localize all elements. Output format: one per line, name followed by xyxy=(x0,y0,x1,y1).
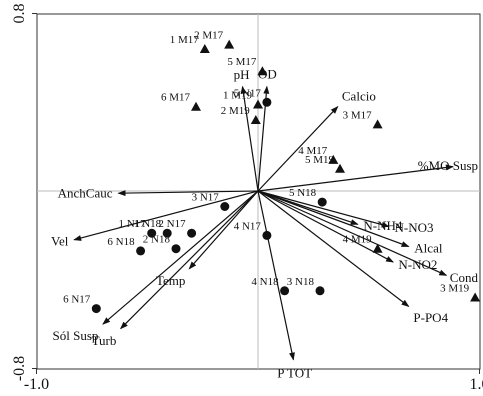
vector-label-4: AnchCauc xyxy=(58,185,113,200)
circle-label-10: 3 N18 xyxy=(287,276,315,288)
circle-marker-9 xyxy=(280,286,290,296)
circle-label-9: 4 N18 xyxy=(251,276,279,288)
circle-marker-10 xyxy=(315,286,325,296)
circle-marker-0 xyxy=(262,97,272,107)
circle-marker-6 xyxy=(136,246,146,256)
triangle-marker-4 xyxy=(253,99,263,109)
vector-label-7: N-NO3 xyxy=(395,220,434,235)
vector-label-9: N-NO2 xyxy=(398,257,437,272)
x-tick-label-0: -1.0 xyxy=(24,376,49,393)
triangle-marker-0 xyxy=(199,44,210,53)
triangle-marker-2 xyxy=(257,66,268,76)
vector-label-10: Cond xyxy=(450,270,479,285)
triangle-marker-8 xyxy=(335,163,345,173)
vector-label-13: Sól Susp xyxy=(53,328,99,343)
vector-label-2: Calcio xyxy=(342,88,376,103)
triangle-marker-3 xyxy=(191,101,201,111)
triangle-label-9: 4 M19 xyxy=(343,234,373,246)
circle-label-1: 3 N17 xyxy=(192,192,220,204)
vector-arrow-4 xyxy=(117,190,259,197)
vector-arrow-3 xyxy=(257,164,454,192)
triangle-marker-10 xyxy=(470,292,481,302)
triangle-label-4: 1 M19 xyxy=(223,90,253,102)
triangle-marker-1 xyxy=(224,39,235,49)
vector-label-15: P TOT xyxy=(277,366,312,381)
circle-label-8: 4 N17 xyxy=(234,220,262,232)
circle-marker-1 xyxy=(220,202,230,211)
x-tick-label-1: 1.0 xyxy=(470,376,483,393)
triangle-label-5: 2 M19 xyxy=(221,105,251,117)
circle-label-6: 6 N18 xyxy=(107,236,135,248)
circle-label-5: 1 N18 xyxy=(134,218,162,230)
y-tick-label-1: -0.8 xyxy=(11,356,28,381)
vector-arrow-12 xyxy=(188,190,259,270)
circle-label-2: 2 N17 xyxy=(158,218,186,230)
y-tick-label-0: 0.8 xyxy=(11,4,28,24)
vector-label-12: Temp xyxy=(156,273,185,288)
vector-label-5: Vel xyxy=(51,233,69,248)
circle-marker-11 xyxy=(91,304,101,314)
triangle-label-0: 1 M17 xyxy=(170,34,200,46)
circle-marker-7 xyxy=(317,197,327,207)
vector-arrow-13 xyxy=(102,190,259,325)
vector-label-11: P-PO4 xyxy=(413,310,448,325)
triangle-marker-6 xyxy=(372,119,383,129)
triangle-label-3: 6 M17 xyxy=(161,92,191,104)
vector-arrow-11 xyxy=(257,190,410,308)
triangle-label-1: 2 M17 xyxy=(194,30,224,42)
circle-label-0: 5 N17 xyxy=(234,87,262,99)
triangle-marker-7 xyxy=(328,154,339,164)
circle-marker-8 xyxy=(262,230,272,240)
axis-ticks: -1.0 1.0 0.8 -0.8 xyxy=(11,4,483,394)
vector-label-0: pH xyxy=(234,67,250,82)
vector-arrow-15 xyxy=(257,190,295,361)
vector-label-3: %MO Susp xyxy=(418,158,478,173)
circle-marker-4 xyxy=(171,244,181,254)
triangle-label-10: 3 M19 xyxy=(440,283,470,295)
vector-arrow-0 xyxy=(240,85,259,192)
vector-label-14: Turb xyxy=(92,333,117,348)
circle-marker-5 xyxy=(162,228,172,238)
circle-label-7: 5 N18 xyxy=(289,187,317,199)
triangle-label-7: 4 M17 xyxy=(298,145,328,157)
vector-arrow-9 xyxy=(257,190,394,263)
vector-arrow-2 xyxy=(257,105,339,192)
vector-arrow-14 xyxy=(119,190,259,330)
circle-marker-3 xyxy=(147,228,157,238)
triangle-marker-5 xyxy=(250,115,261,124)
circle-label-3: 1 N17 xyxy=(118,218,146,230)
triangle-label-2: 5 M17 xyxy=(227,56,257,68)
circle-marker-2 xyxy=(187,228,197,238)
vector-arrow-8 xyxy=(257,190,410,248)
vector-label-8: Alcal xyxy=(414,241,443,256)
triangle-label-6: 3 M17 xyxy=(343,109,373,121)
triangle-marker-9 xyxy=(372,243,383,253)
triangle-label-8: 5 M19 xyxy=(305,154,335,166)
vector-arrow-10 xyxy=(257,190,448,276)
vector-arrow-5 xyxy=(73,190,259,241)
vector-arrow-7 xyxy=(257,190,390,228)
circle-label-11: 6 N17 xyxy=(63,294,91,306)
circle-label-4: 2 N18 xyxy=(143,234,171,246)
